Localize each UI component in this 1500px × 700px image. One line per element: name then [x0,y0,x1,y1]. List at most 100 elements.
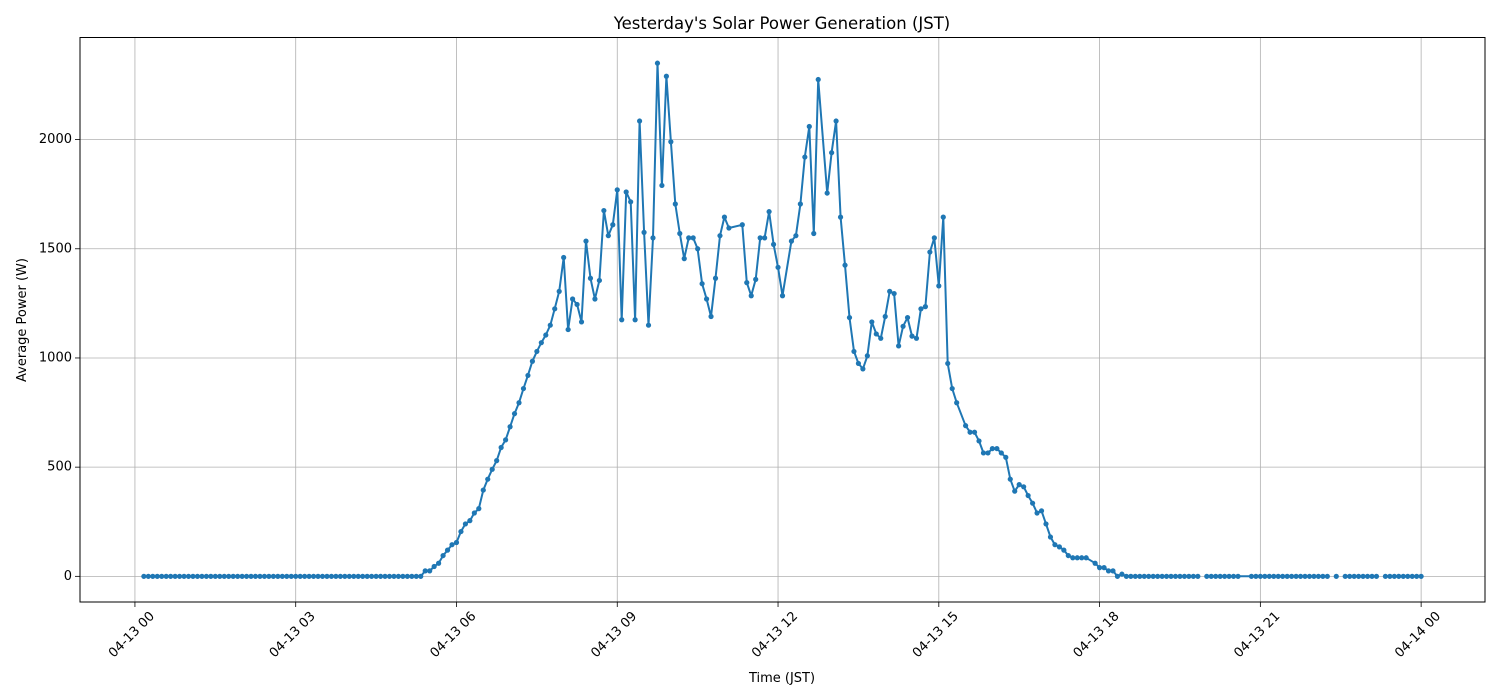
data-point: 03:25 0 [315,573,321,579]
data-point: 09:45 2350 [654,60,661,66]
data-point: 13:50 1110 [873,331,879,337]
y-tick-label: 2000 [39,132,72,147]
data-point: 23:40 0 [1400,573,1406,579]
data-point: 20:10 0 [1213,573,1219,579]
data-point: 04:55 0 [395,573,402,579]
data-point: 21:55 0 [1306,573,1313,579]
data-point: 19:20 0 [1168,573,1174,579]
data-point: 14:30 1100 [909,333,915,339]
data-point: 02:10 0 [248,573,254,579]
chart-title: Yesterday's Solar Power Generation (JST) [613,14,951,33]
data-point: 09:25 2085 [636,118,643,124]
data-point: 11:55 1520 [770,241,777,248]
data-point: 19:15 0 [1163,573,1170,579]
data-point: 20:00 0 [1204,573,1210,579]
data-point: 00:15 0 [145,573,151,579]
data-point: 01:20 0 [203,573,209,579]
data-point: 09:40 1550 [650,235,656,241]
data-point: 12:55 1755 [824,190,830,196]
data-point: 12:25 1705 [797,201,803,207]
data-point: 07:10 795 [516,400,522,406]
data-point: 03:35 0 [324,573,330,579]
data-point: 19:50 0 [1195,573,1201,579]
data-point: 15:45 620 [976,438,982,444]
data-point: 03:00 0 [293,573,299,579]
data-point: 10:30 1500 [695,246,701,252]
data-point: 09:10 1760 [623,189,629,195]
data-point: 04:15 0 [360,573,366,579]
data-point: 22:55 0 [1360,573,1366,579]
data-point: 18:50 0 [1141,573,1147,579]
data-point: 11:30 1285 [748,293,754,299]
data-point: 17:20 120 [1061,547,1067,553]
data-point: 18:00 40 [1096,565,1103,571]
data-point: 04:20 0 [364,573,370,579]
data-point: 04:40 0 [382,573,388,579]
data-point: 05:20 0 [418,573,424,579]
data-point: 07:35 1070 [538,340,544,346]
data-point: 10:35 1340 [699,281,705,287]
data-point: 06:50 590 [498,444,504,451]
data-point: 13:40 1010 [864,353,870,359]
data-point: 21:00 0 [1257,573,1263,579]
series-markers: 00:10 000:15 000:20 000:25 000:30 000:35… [141,60,1424,579]
data-point: 10:20 1550 [686,235,692,241]
data-point: 07:15 860 [520,385,527,392]
data-point: 11:20 1610 [739,222,745,228]
data-point: 12:15 1535 [788,238,795,244]
data-point: 00:55 0 [181,573,187,579]
data-point: 00:10 0 [141,573,147,579]
data-point: 21:05 0 [1262,573,1268,579]
data-point: 07:40 1105 [543,332,549,338]
data-point: 09:55 2290 [663,73,669,79]
data-point: 22:25 0 [1333,573,1339,579]
data-point: 18:20 0 [1114,573,1121,579]
data-point: 21:45 0 [1297,573,1304,579]
data-point: 06:10 240 [462,521,469,527]
data-point: 09:00 1770 [614,187,620,193]
data-point: 09:20 1175 [632,317,638,323]
data-point: 13:05 2085 [833,118,839,124]
data-point: 18:35 0 [1128,573,1134,579]
data-point: 15:35 660 [967,429,973,435]
data-point: 22:05 0 [1315,573,1322,579]
data-point: 15:40 660 [971,429,978,435]
data-point: 05:30 25 [427,568,433,574]
data-point: 11:50 1670 [766,209,772,215]
data-point: 10:10 1570 [677,230,683,237]
data-point: 16:00 585 [989,445,996,452]
data-point: 23:55 0 [1414,573,1420,579]
data-point: 04:45 0 [386,573,393,579]
data-point: 17:55 60 [1092,560,1098,566]
data-point: 23:00 0 [1364,573,1371,579]
data-point: 04:30 0 [373,573,379,579]
data-point: 18:55 0 [1146,573,1152,579]
data-point: 12:35 2060 [806,123,812,130]
data-point: 03:30 0 [319,573,326,579]
data-point: 20:15 0 [1217,573,1223,579]
data-point: 22:35 0 [1342,573,1348,579]
data-point: 16:15 545 [1003,454,1009,460]
data-point: 01:05 0 [190,573,196,579]
data-point: 14:20 1145 [900,323,906,329]
data-point: 19:45 0 [1190,573,1196,579]
data-point: 21:15 0 [1271,573,1277,579]
data-point: 03:10 0 [302,573,308,579]
data-point: 15:00 1330 [936,283,942,289]
data-point: 14:25 1185 [904,314,911,321]
data-point: 05:45 95 [440,552,446,559]
data-point: 08:45 1675 [601,207,607,214]
data-point: 18:05 40 [1101,565,1107,571]
data-point: 02:50 0 [284,573,290,579]
data-point: 16:50 290 [1034,510,1040,516]
data-point: 01:25 0 [208,573,214,579]
data-point: 06:40 490 [489,466,495,472]
data-point: 10:40 1270 [703,296,710,302]
data-point: 11:05 1595 [726,225,732,231]
x-axis-label: Time (JST) [748,671,815,686]
data-point: 23:50 0 [1409,573,1415,579]
data-point: 19:25 0 [1172,573,1179,579]
data-point: 01:30 0 [212,573,218,579]
